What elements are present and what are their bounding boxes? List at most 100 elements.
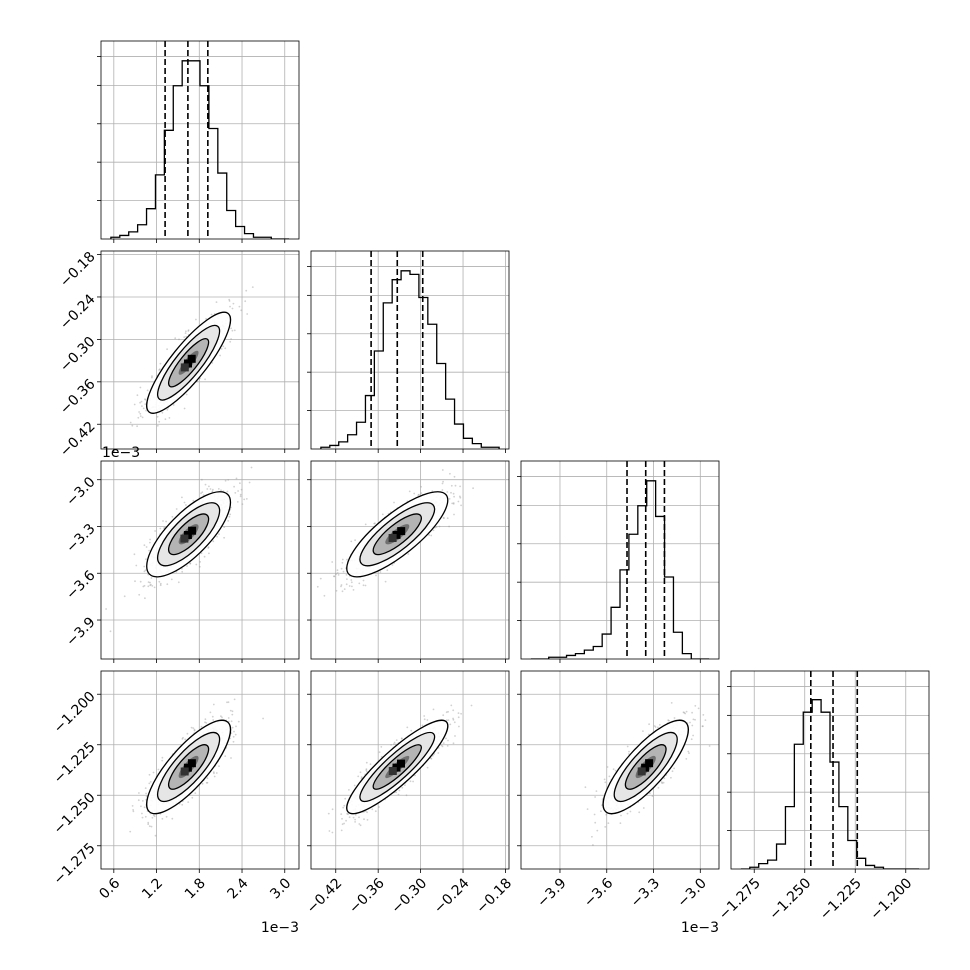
sample-point <box>208 485 210 488</box>
sample-point <box>230 757 232 759</box>
sample-point <box>144 787 147 789</box>
sample-point <box>181 496 183 499</box>
sample-point <box>443 517 445 520</box>
sample-point <box>184 332 187 334</box>
sample-point <box>234 733 237 736</box>
sample-point <box>205 317 208 320</box>
sample-point <box>691 724 694 727</box>
sample-point <box>182 736 184 739</box>
y-tick-label: −1.200 <box>51 689 99 737</box>
sample-point <box>181 803 184 806</box>
sample-point <box>380 746 383 748</box>
sample-point <box>141 816 144 819</box>
sample-point <box>190 726 193 729</box>
sample-point <box>133 403 136 406</box>
sample-point <box>158 580 161 583</box>
sample-point <box>366 819 369 821</box>
sample-point <box>454 484 457 487</box>
sample-point <box>346 578 348 580</box>
sample-point <box>626 812 629 815</box>
sample-point <box>220 489 222 492</box>
sample-point <box>449 472 451 475</box>
sample-point <box>192 499 195 502</box>
sample-point <box>147 821 150 824</box>
sample-point <box>348 789 350 791</box>
sample-point <box>141 405 143 407</box>
sample-point <box>351 585 353 588</box>
sample-point <box>170 578 173 581</box>
sample-point <box>405 794 408 797</box>
sample-point <box>189 562 192 565</box>
sample-point <box>335 573 337 575</box>
sample-point <box>694 718 696 721</box>
sample-point <box>205 781 208 784</box>
sample-point <box>341 823 344 826</box>
sample-point <box>423 718 426 721</box>
sample-point <box>374 522 376 525</box>
sample-point <box>441 489 444 491</box>
y-tick-label: −1.250 <box>51 790 99 838</box>
sample-point <box>212 488 214 491</box>
sample-point <box>227 701 230 704</box>
sample-point <box>246 313 249 315</box>
sample-point <box>642 807 645 809</box>
sample-point <box>143 806 146 809</box>
sample-point <box>359 771 362 774</box>
sample-point <box>343 822 345 825</box>
sample-point <box>451 502 454 505</box>
sample-point <box>346 558 348 561</box>
x-tick-label: −0.18 <box>473 875 515 917</box>
sample-point <box>362 579 365 582</box>
sample-point <box>702 725 704 728</box>
sample-point <box>243 498 246 501</box>
sample-point <box>452 502 455 504</box>
sample-point <box>593 813 596 816</box>
x-tick-label: 0.6 <box>96 875 123 902</box>
sample-point <box>423 715 426 717</box>
sample-point <box>373 522 376 525</box>
sample-point <box>201 782 204 785</box>
sample-point <box>414 774 416 777</box>
panel-frame <box>310 250 510 450</box>
scatter-layer <box>327 704 473 834</box>
sample-point <box>452 503 455 505</box>
sample-point <box>230 720 233 723</box>
hist-panel-1 <box>307 250 510 453</box>
histogram-step <box>530 480 710 659</box>
histogram-step <box>320 270 500 449</box>
sample-point <box>417 494 420 497</box>
sample-point <box>350 579 353 581</box>
sample-point <box>459 496 462 499</box>
sample-point <box>453 721 456 724</box>
sample-point <box>412 780 414 783</box>
sample-point <box>220 715 222 718</box>
sample-point <box>344 797 347 800</box>
sample-point <box>354 813 357 816</box>
sample-point <box>360 776 363 778</box>
sample-point <box>642 730 644 732</box>
sample-point <box>166 583 169 586</box>
sample-point <box>251 286 254 288</box>
x-tick-label: −0.42 <box>304 875 346 917</box>
sample-point <box>420 492 423 494</box>
sample-point <box>187 330 190 332</box>
sample-point <box>333 575 336 578</box>
sample-point <box>151 375 153 378</box>
sample-point <box>653 725 656 727</box>
sample-point <box>211 362 214 364</box>
sample-point <box>150 825 153 828</box>
sample-point <box>203 555 206 558</box>
sample-point <box>141 812 143 815</box>
sample-point <box>123 595 126 598</box>
scatter-panel-2-0: −3.9−3.6−3.3−3.0 <box>63 460 300 663</box>
sample-point <box>350 581 353 584</box>
sample-point <box>341 561 344 564</box>
sample-point <box>442 480 444 483</box>
sample-point <box>233 698 236 701</box>
sample-point <box>374 810 377 813</box>
sample-point <box>139 401 142 404</box>
sample-point <box>109 630 112 633</box>
sample-point <box>239 493 242 496</box>
sample-point <box>448 525 450 528</box>
